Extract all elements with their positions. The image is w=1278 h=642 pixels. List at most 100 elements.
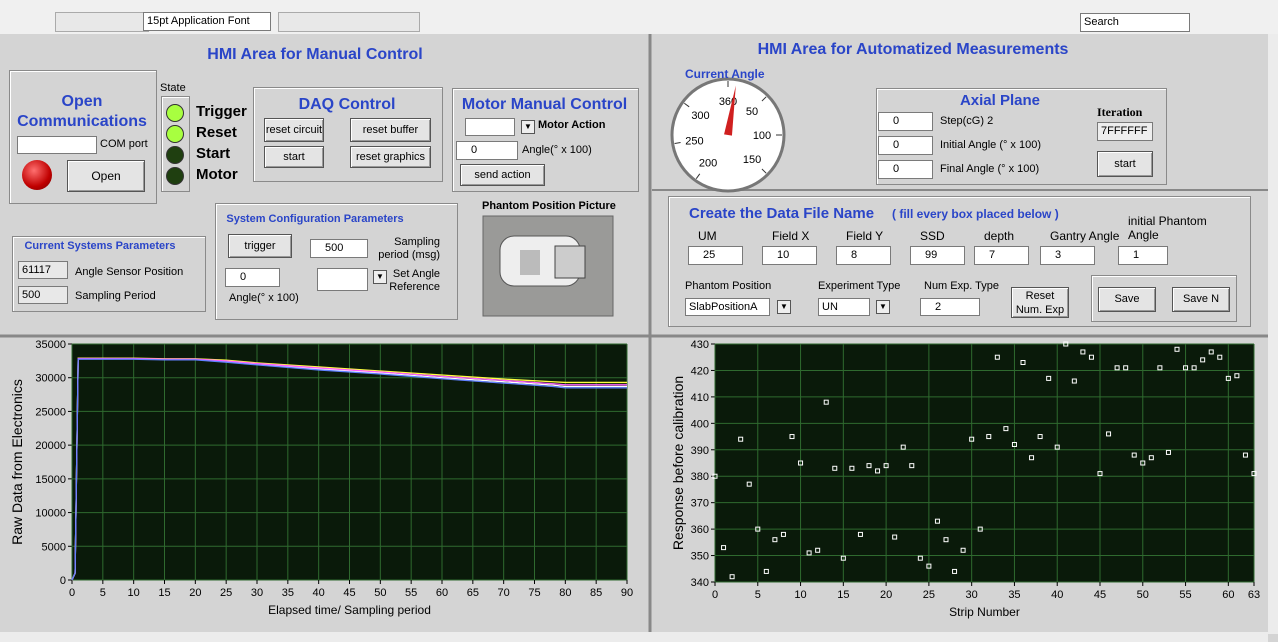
x-tick-label: 50: [1137, 589, 1149, 601]
numeric[interactable]: 8: [836, 246, 891, 265]
x-tick-label: 30: [966, 589, 978, 601]
numeric[interactable]: 3: [1040, 246, 1095, 265]
daq-button[interactable]: reset circuit: [264, 118, 324, 142]
angle-label: Angle(° x 100): [522, 144, 592, 156]
numeric[interactable]: 1: [1118, 246, 1168, 265]
numeric[interactable]: 2: [920, 298, 980, 316]
y-tick-label: 15000: [35, 474, 66, 486]
x-tick-label: 45: [1094, 589, 1106, 601]
y-tick-label: 35000: [35, 339, 66, 351]
open-button[interactable]: Open: [67, 160, 145, 192]
state-led: [166, 125, 184, 143]
x-tick-label: 45: [343, 587, 355, 599]
x-tick-label: 5: [755, 589, 761, 601]
field-label: Field X: [772, 229, 809, 243]
field-label: Field Y: [846, 229, 883, 243]
x-tick-label: 85: [590, 587, 602, 599]
indicator: 61117: [18, 261, 68, 279]
panel-title: HMI Area for Manual Control: [150, 46, 480, 64]
send-button[interactable]: send action: [460, 164, 545, 186]
indicator-label: Start: [196, 145, 230, 162]
dropdown-arrow[interactable]: ▼: [373, 270, 387, 284]
iteration-value: 7FFFFFF: [1097, 122, 1153, 141]
row-label: Sampling Period: [75, 290, 156, 302]
dropdown-arrow[interactable]: ▼: [876, 300, 890, 314]
row-label: Step(cG) 2: [940, 115, 993, 127]
field-label: SSD: [920, 229, 945, 243]
numeric[interactable]: 99: [910, 246, 965, 265]
dropdown-arrow[interactable]: ▼: [777, 300, 791, 314]
daq-button[interactable]: reset buffer: [350, 118, 431, 142]
ring[interactable]: UN: [818, 298, 870, 316]
x-tick-label: 40: [313, 587, 325, 599]
y-tick-label: 25000: [35, 406, 66, 418]
numeric[interactable]: 0: [878, 136, 933, 155]
y-tick-label: 430: [691, 339, 709, 351]
field-label: Experiment Type: [818, 280, 900, 292]
numeric[interactable]: 0: [878, 112, 933, 131]
field-label: depth: [984, 229, 1014, 243]
daq-button[interactable]: reset graphics: [350, 146, 431, 168]
x-axis-label: Elapsed time/ Sampling period: [268, 603, 431, 617]
x-tick-label: 20: [189, 587, 201, 599]
picture-label: Phantom Position Picture: [482, 200, 616, 212]
state-label: State: [160, 82, 186, 94]
gauge-tick-label: 100: [753, 130, 771, 142]
sampling-label: Sampling period (msg): [372, 236, 440, 262]
numeric[interactable]: 0: [456, 141, 518, 160]
motor-title: Motor Manual Control: [452, 96, 637, 114]
align-tools[interactable]: [278, 12, 420, 32]
gauge-label: Current Angle: [685, 67, 765, 81]
y-tick-label: 420: [691, 365, 709, 377]
state-led: [166, 146, 184, 164]
x-tick-label: 20: [880, 589, 892, 601]
com-dropdown[interactable]: [17, 136, 97, 154]
y-tick-label: 5000: [42, 541, 66, 553]
font-selector[interactable]: 15pt Application Font: [143, 12, 271, 31]
ring[interactable]: SlabPositionA: [685, 298, 770, 316]
save-button[interactable]: Save: [1098, 287, 1156, 312]
indicator-label: Reset: [196, 124, 237, 141]
numeric[interactable]: 7: [974, 246, 1029, 265]
run-buttons[interactable]: [55, 12, 149, 32]
numeric[interactable]: 0: [878, 160, 933, 179]
current-title: Current Systems Parameters: [12, 240, 188, 252]
row-label: Angle Sensor Position: [75, 266, 183, 278]
y-tick-label: 370: [691, 498, 709, 510]
numeric[interactable]: 25: [688, 246, 743, 265]
x-tick-label: 10: [794, 589, 806, 601]
y-tick-label: 380: [691, 471, 709, 483]
daq-button[interactable]: start: [264, 146, 324, 168]
start-button[interactable]: start: [1097, 151, 1153, 177]
trigger-button[interactable]: trigger: [228, 234, 292, 258]
x-tick-label: 75: [528, 587, 540, 599]
action-label: Motor Action: [538, 119, 605, 131]
x-tick-label: 0: [712, 589, 718, 601]
numeric[interactable]: 0: [225, 268, 280, 287]
x-tick-label: 63: [1248, 589, 1260, 601]
action-field[interactable]: [465, 118, 515, 136]
gauge-tick-label: 300: [691, 110, 709, 122]
dropdown-arrow[interactable]: ▼: [521, 120, 535, 134]
y-tick-label: 20000: [35, 440, 66, 452]
reset-button[interactable]: Reset Num. Exp: [1011, 287, 1069, 318]
y-axis-label: Response before calibration: [670, 376, 686, 550]
file-hint: ( fill every box placed below ): [892, 207, 1059, 221]
numeric[interactable]: 10: [762, 246, 817, 265]
save-n-button[interactable]: Save N: [1172, 287, 1230, 312]
numeric[interactable]: 500: [310, 239, 368, 258]
y-tick-label: 360: [691, 524, 709, 536]
x-tick-label: 35: [282, 587, 294, 599]
daq-title: DAQ Control: [253, 96, 441, 114]
x-tick-label: 60: [436, 587, 448, 599]
angle-label: Angle(° x 100): [229, 292, 299, 304]
gauge-tick-label: 150: [743, 154, 761, 166]
search-box[interactable]: Search: [1080, 13, 1190, 32]
x-axis-label: Strip Number: [949, 605, 1020, 619]
iteration-label: Iteration: [1097, 105, 1142, 120]
x-tick-label: 35: [1008, 589, 1020, 601]
config-title: System Configuration Parameters: [215, 213, 415, 225]
x-tick-label: 65: [467, 587, 479, 599]
angle-ref-field[interactable]: [317, 268, 368, 291]
y-tick-label: 350: [691, 551, 709, 563]
